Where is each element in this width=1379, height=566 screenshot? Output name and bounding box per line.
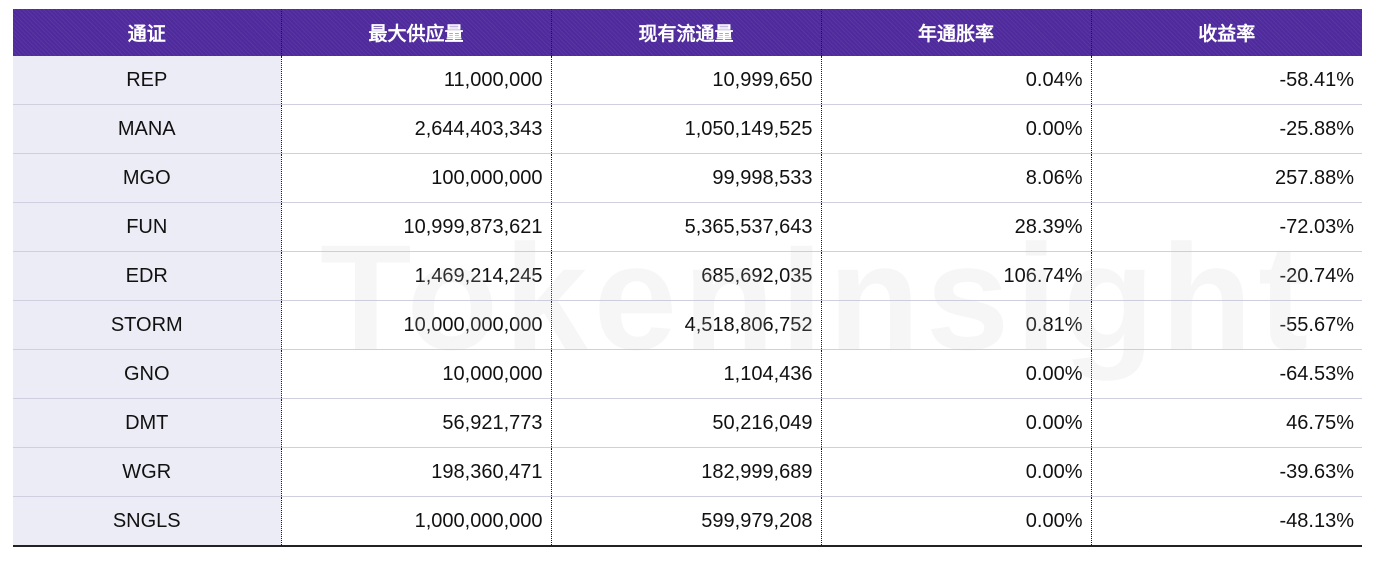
table-row: GNO 10,000,000 1,104,436 0.00% -64.53% [13,349,1362,399]
token-table-container: 通证 最大供应量 现有流通量 年通胀率 收益率 REP 11,000,000 1… [13,9,1362,547]
cell-max-supply: 56,921,773 [281,398,552,448]
cell-return-rate: -58.41% [1091,56,1362,105]
cell-circulating-supply: 1,050,149,525 [551,104,822,154]
cell-annual-inflation: 106.74% [821,251,1092,301]
table-row: DMT 56,921,773 50,216,049 0.00% 46.75% [13,398,1362,448]
cell-max-supply: 10,000,000 [281,349,552,399]
cell-annual-inflation: 0.04% [821,56,1092,105]
cell-token: SNGLS [13,496,282,547]
cell-circulating-supply: 10,999,650 [551,56,822,105]
table-row: WGR 198,360,471 182,999,689 0.00% -39.63… [13,447,1362,497]
cell-circulating-supply: 599,979,208 [551,496,822,547]
header-circulating-supply: 现有流通量 [551,9,822,56]
cell-max-supply: 10,999,873,621 [281,202,552,252]
table-row: EDR 1,469,214,245 685,692,035 106.74% -2… [13,251,1362,301]
cell-return-rate: 257.88% [1091,153,1362,203]
cell-return-rate: -39.63% [1091,447,1362,497]
cell-circulating-supply: 50,216,049 [551,398,822,448]
cell-max-supply: 10,000,000,000 [281,300,552,350]
header-return-rate: 收益率 [1091,9,1362,56]
cell-return-rate: -25.88% [1091,104,1362,154]
header-token: 通证 [13,9,282,56]
table-row: REP 11,000,000 10,999,650 0.04% -58.41% [13,56,1362,105]
cell-circulating-supply: 182,999,689 [551,447,822,497]
header-annual-inflation: 年通胀率 [821,9,1092,56]
cell-annual-inflation: 0.00% [821,447,1092,497]
cell-token: EDR [13,251,282,301]
table-body: REP 11,000,000 10,999,650 0.04% -58.41% … [13,56,1362,547]
cell-annual-inflation: 0.00% [821,398,1092,448]
cell-token: DMT [13,398,282,448]
cell-token: WGR [13,447,282,497]
token-supply-table: 通证 最大供应量 现有流通量 年通胀率 收益率 REP 11,000,000 1… [13,9,1362,547]
cell-token: MANA [13,104,282,154]
cell-annual-inflation: 8.06% [821,153,1092,203]
cell-max-supply: 100,000,000 [281,153,552,203]
cell-token: MGO [13,153,282,203]
cell-circulating-supply: 99,998,533 [551,153,822,203]
cell-token: FUN [13,202,282,252]
cell-return-rate: -72.03% [1091,202,1362,252]
table-header-row: 通证 最大供应量 现有流通量 年通胀率 收益率 [13,9,1362,56]
cell-max-supply: 2,644,403,343 [281,104,552,154]
cell-circulating-supply: 1,104,436 [551,349,822,399]
cell-max-supply: 11,000,000 [281,56,552,105]
cell-annual-inflation: 0.00% [821,104,1092,154]
cell-circulating-supply: 4,518,806,752 [551,300,822,350]
cell-circulating-supply: 5,365,537,643 [551,202,822,252]
cell-max-supply: 198,360,471 [281,447,552,497]
cell-return-rate: -64.53% [1091,349,1362,399]
cell-token: GNO [13,349,282,399]
table-row: MGO 100,000,000 99,998,533 8.06% 257.88% [13,153,1362,203]
cell-return-rate: 46.75% [1091,398,1362,448]
cell-return-rate: -20.74% [1091,251,1362,301]
cell-annual-inflation: 28.39% [821,202,1092,252]
cell-max-supply: 1,469,214,245 [281,251,552,301]
table-row: FUN 10,999,873,621 5,365,537,643 28.39% … [13,202,1362,252]
cell-return-rate: -48.13% [1091,496,1362,547]
cell-return-rate: -55.67% [1091,300,1362,350]
cell-annual-inflation: 0.81% [821,300,1092,350]
cell-token: REP [13,56,282,105]
cell-annual-inflation: 0.00% [821,349,1092,399]
cell-circulating-supply: 685,692,035 [551,251,822,301]
cell-max-supply: 1,000,000,000 [281,496,552,547]
header-max-supply: 最大供应量 [281,9,552,56]
cell-token: STORM [13,300,282,350]
table-row: SNGLS 1,000,000,000 599,979,208 0.00% -4… [13,496,1362,547]
table-row: MANA 2,644,403,343 1,050,149,525 0.00% -… [13,104,1362,154]
cell-annual-inflation: 0.00% [821,496,1092,547]
table-row: STORM 10,000,000,000 4,518,806,752 0.81%… [13,300,1362,350]
